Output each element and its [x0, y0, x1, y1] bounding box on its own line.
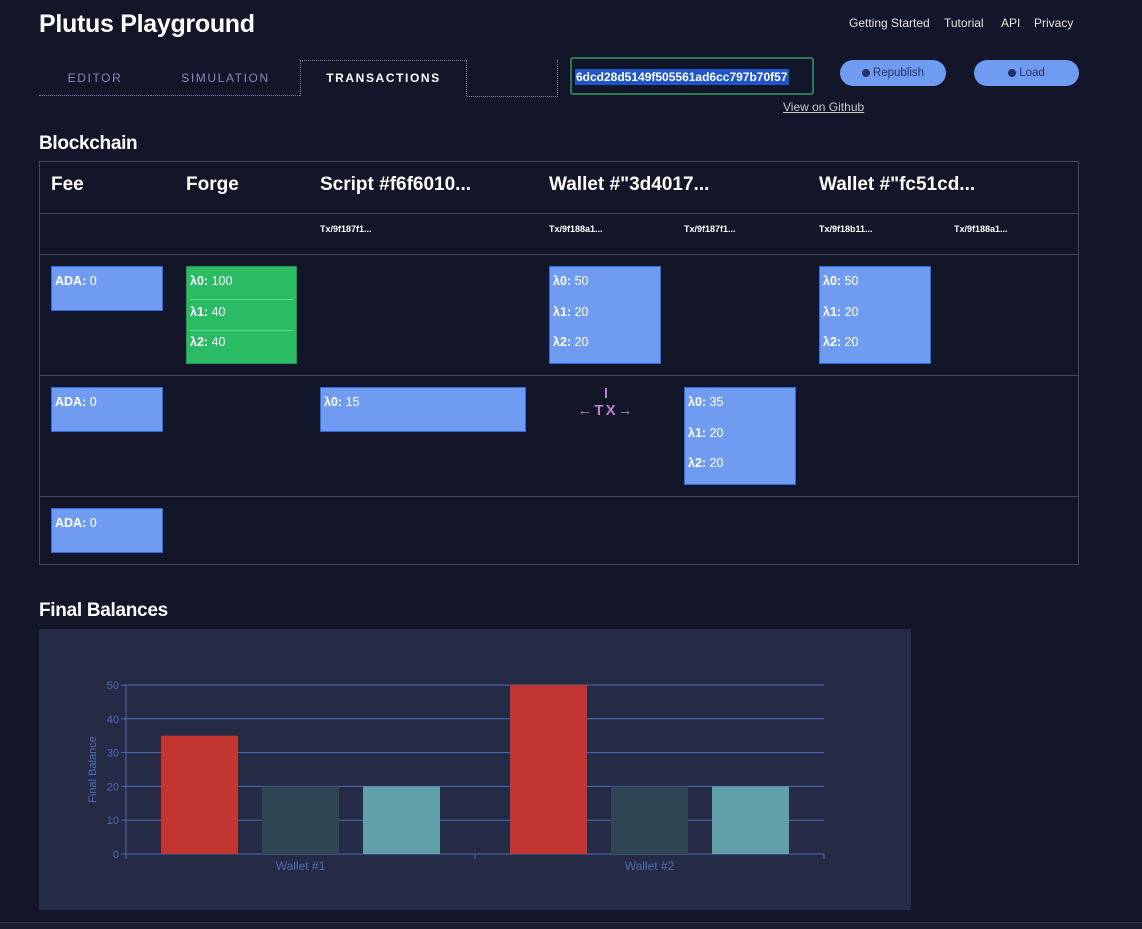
final-balances-title: Final Balances [39, 600, 168, 621]
token-key: λ2: [190, 335, 209, 349]
token-key: λ2: [553, 335, 572, 349]
y-tick-label: 30 [107, 748, 119, 760]
token-key: λ1: [553, 305, 572, 319]
token-value: 40 [211, 305, 226, 319]
balance-card-wallet-2[interactable]: λ0: 50 λ1: 20 λ2: 20 [819, 266, 931, 364]
token-value: 40 [211, 335, 226, 349]
token-value: 0 [89, 395, 97, 409]
bar-λ2-1 [363, 786, 440, 854]
token-value: 20 [574, 335, 589, 349]
balance-card-wallet-1-output[interactable]: λ0: 35 λ1: 20 λ2: 20 [684, 387, 796, 485]
token-key: ADA: [55, 395, 87, 409]
load-button[interactable]: Load [974, 60, 1079, 86]
y-tick-label: 10 [107, 815, 119, 827]
column-forge: Forge [186, 174, 239, 195]
row-divider [40, 213, 1078, 214]
gist-input[interactable]: 6dcd28d5149f505561ad6cc797b70f57 [570, 57, 814, 95]
column-wallet-1: Wallet #"3d4017... [549, 174, 710, 195]
token-key: λ2: [823, 335, 842, 349]
github-icon [861, 69, 870, 77]
token-key: λ0: [324, 395, 343, 409]
row-divider [40, 375, 1078, 376]
token-value: 0 [89, 274, 97, 288]
bar-λ1-1 [262, 786, 339, 854]
token-value: 15 [345, 395, 360, 409]
tx-header: Tx/9f188a1... [954, 224, 1008, 234]
balance-card-fee[interactable]: ADA: 0 [51, 266, 163, 311]
tab-bar-filler [467, 60, 558, 97]
token-value: 0 [89, 516, 97, 530]
token-value: 20 [574, 305, 589, 319]
view-on-github-link[interactable]: View on Github [783, 100, 865, 114]
bar-λ1-2 [611, 786, 688, 854]
token-key: λ0: [688, 395, 707, 409]
token-value: 20 [709, 426, 724, 440]
token-key: ADA: [55, 516, 87, 530]
bar-λ0-1 [161, 735, 238, 854]
republish-button[interactable]: Republish [840, 60, 946, 86]
token-value: 50 [844, 274, 859, 288]
y-tick-label: 0 [113, 849, 119, 861]
tx-marker-label: ←TX→ [577, 402, 635, 419]
token-key: λ0: [553, 274, 572, 288]
tx-marker[interactable]: ←TX→ [575, 386, 637, 426]
x-tick-label: Wallet #1 [276, 859, 326, 873]
balance-card-script[interactable]: λ0: 15 [320, 387, 526, 432]
token-key: λ0: [823, 274, 842, 288]
token-value: 50 [574, 274, 589, 288]
row-divider [40, 254, 1078, 255]
republish-label: Republish [872, 67, 925, 79]
balance-card-forge[interactable]: λ0: 100 λ1: 40 λ2: 40 [186, 266, 297, 364]
bar-λ0-2 [510, 685, 587, 854]
bottom-scrollbar[interactable] [0, 922, 1142, 929]
load-label: Load [1019, 67, 1045, 79]
blockchain-title: Blockchain [39, 133, 138, 154]
token-key: λ1: [688, 426, 707, 440]
x-tick-label: Wallet #2 [625, 859, 675, 873]
tx-marker-bar [605, 388, 607, 398]
column-script: Script #f6f6010... [320, 174, 472, 195]
final-balances-chart-panel: 0 10 20 30 40 50 Final Balance Wallet #1 Wallet … [39, 629, 911, 910]
token-key: ADA: [55, 274, 87, 288]
y-tick-label: 40 [107, 714, 119, 726]
balance-card-fee[interactable]: ADA: 0 [51, 508, 163, 553]
column-wallet-2: Wallet #"fc51cd... [819, 174, 976, 195]
y-tick-label: 20 [107, 781, 119, 793]
token-key: λ1: [190, 305, 209, 319]
token-key: λ1: [823, 305, 842, 319]
github-icon [1008, 69, 1017, 77]
token-value: 20 [844, 335, 859, 349]
nav-privacy[interactable]: Privacy [1034, 16, 1074, 30]
tx-header: Tx/9f188a1... [549, 224, 603, 234]
balance-card-fee[interactable]: ADA: 0 [51, 387, 163, 432]
y-tick-label: 50 [107, 680, 119, 692]
gist-id-text: 6dcd28d5149f505561ad6cc797b70f57 [575, 69, 789, 85]
token-value: 20 [709, 456, 724, 470]
row-divider [40, 496, 1078, 497]
tx-header: Tx/9f187f1... [684, 224, 736, 234]
y-axis-label: Final Balance [87, 736, 99, 803]
app-title: Plutus Playground [39, 10, 255, 38]
token-key: λ0: [190, 274, 209, 288]
token-value: 35 [709, 395, 724, 409]
tab-transactions[interactable]: TRANSACTIONS [300, 60, 467, 96]
nav-api[interactable]: API [1001, 16, 1021, 30]
token-value: 100 [211, 274, 233, 288]
nav-getting-started[interactable]: Getting Started [849, 16, 930, 30]
tab-editor[interactable]: EDITOR [39, 60, 151, 96]
tab-simulation[interactable]: SIMULATION [151, 60, 300, 96]
blockchain-grid: Fee Forge Script #f6f6010... Wallet #"3d… [39, 161, 1079, 565]
tx-header: Tx/9f18b11... [819, 224, 873, 234]
token-value: 20 [844, 305, 859, 319]
balance-card-wallet-1[interactable]: λ0: 50 λ1: 20 λ2: 20 [549, 266, 661, 364]
tx-header: Tx/9f187f1... [320, 224, 372, 234]
nav-tutorial[interactable]: Tutorial [944, 16, 984, 30]
column-fee: Fee [51, 174, 84, 195]
bar-λ2-2 [712, 786, 789, 854]
final-balances-chart: 0 10 20 30 40 50 Final Balance Wallet #1 Wallet … [87, 680, 825, 873]
token-key: λ2: [688, 456, 707, 470]
